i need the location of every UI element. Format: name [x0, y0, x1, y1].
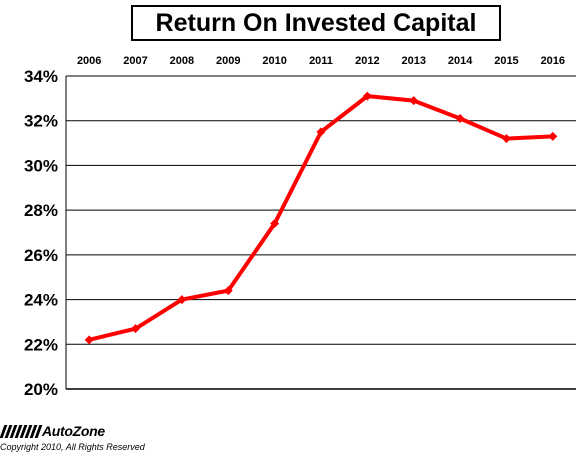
x-tick-label: 2012 [355, 55, 379, 67]
x-tick-label: 2013 [401, 55, 425, 67]
chart-title-box: Return On Invested Capital [131, 5, 501, 41]
data-point [177, 295, 187, 305]
x-tick-label: 2016 [541, 55, 565, 67]
data-point [548, 131, 558, 141]
y-tick-label: 32% [24, 112, 58, 131]
x-tick-label: 2008 [170, 55, 194, 67]
x-tick-label: 2006 [77, 55, 101, 67]
data-point [501, 134, 511, 144]
chart-title: Return On Invested Capital [155, 8, 477, 37]
data-point [409, 96, 419, 106]
x-tick-label: 2010 [262, 55, 286, 67]
x-tick-label: 2009 [216, 55, 240, 67]
y-tick-label: 20% [24, 380, 58, 399]
x-tick-label: 2015 [494, 55, 518, 67]
x-tick-label: 2014 [448, 55, 473, 67]
data-point [362, 91, 372, 101]
y-tick-label: 26% [24, 246, 58, 265]
y-tick-label: 28% [24, 201, 58, 220]
data-point [223, 286, 233, 296]
logo-text: AutoZone [42, 423, 105, 439]
data-point [84, 335, 94, 345]
y-tick-label: 22% [24, 335, 58, 354]
logo-stripes-icon [0, 424, 43, 438]
data-point [131, 324, 141, 334]
copyright-text: Copyright 2010, All Rights Reserved [0, 442, 145, 452]
data-point [316, 127, 326, 137]
y-tick-label: 34% [24, 67, 58, 86]
autozone-logo: AutoZone [0, 423, 105, 439]
y-tick-label: 24% [24, 291, 58, 310]
y-tick-label: 30% [24, 156, 58, 175]
x-tick-label: 2007 [123, 55, 147, 67]
data-point [455, 113, 465, 123]
x-tick-label: 2011 [309, 55, 333, 67]
data-point [270, 219, 280, 229]
